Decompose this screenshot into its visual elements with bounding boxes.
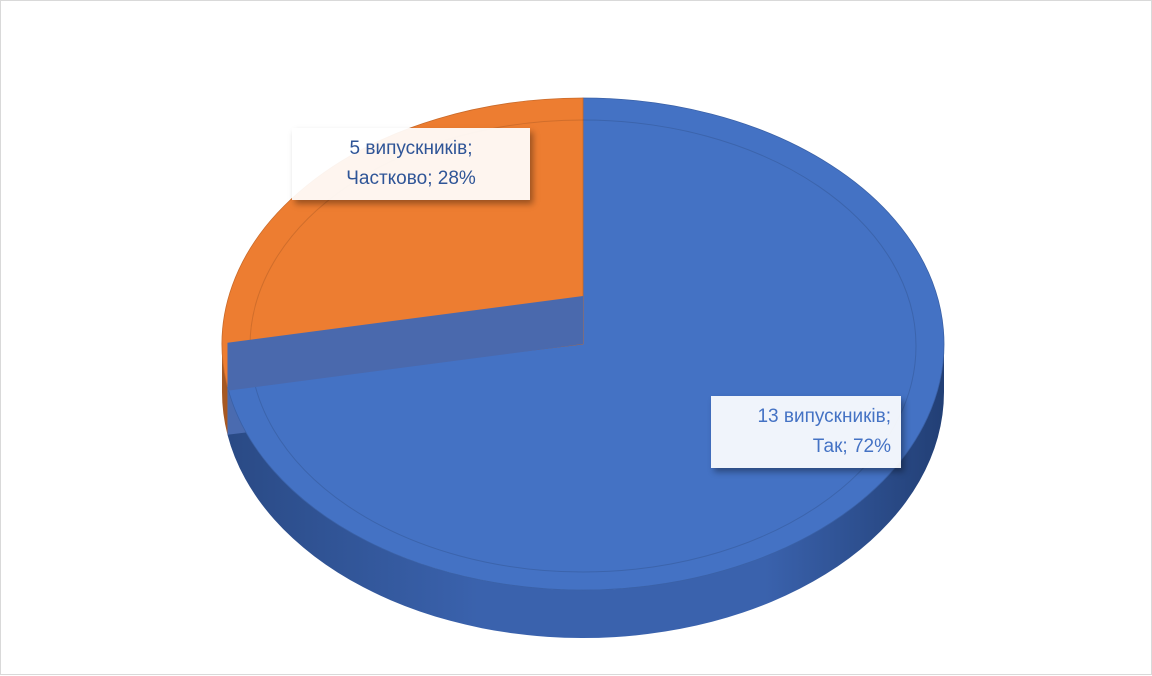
data-label-chastkovo-line1: 5 випускників;	[349, 138, 473, 159]
data-label-chastkovo: 5 випускників; Частково; 28%	[292, 128, 530, 200]
pie-exposed-face	[227, 296, 584, 391]
pie-side-slice-0	[227, 344, 945, 639]
data-label-tak-line1: 13 випускників;	[757, 406, 891, 427]
data-label-chastkovo-line2: Частково; 28%	[346, 168, 476, 189]
data-label-tak: 13 випускників; Так; 72%	[711, 396, 901, 468]
data-label-tak-line2: Так; 72%	[812, 436, 891, 457]
